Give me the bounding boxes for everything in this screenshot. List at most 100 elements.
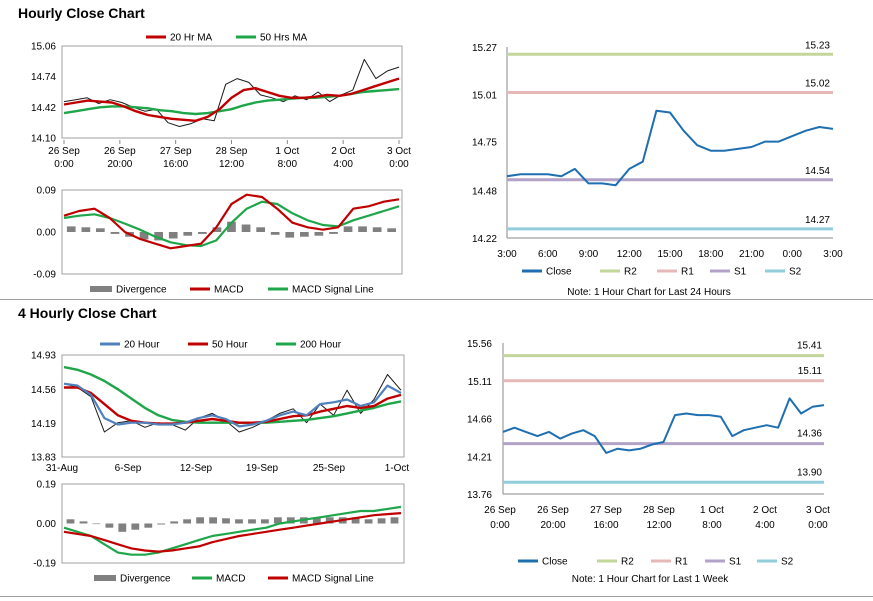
four-hourly-signal-line: [63, 512, 402, 553]
hourly-levels-y-tick: 15.27: [472, 43, 497, 54]
four-hourly-levels-legend-s1-label: S1: [729, 557, 742, 568]
four-hourly-price-y-tick: 14.19: [31, 419, 56, 430]
four-hourly-divergence-bar: [79, 521, 88, 524]
four-hourly-divergence-bar: [144, 523, 153, 528]
hourly-macd-y-tick: -0.09: [33, 270, 56, 281]
four-hourly-price-line: [63, 374, 402, 433]
four-hourly-close-line: [502, 397, 825, 454]
bottom-divider: [0, 596, 873, 597]
hourly-price-x-tick-label: 0:00: [389, 159, 409, 170]
hourly-price-x-tick-label: 26 Sep: [104, 146, 136, 157]
hourly-price-x-tick-label: 26 Sep: [48, 146, 80, 157]
hourly-divergence-bar: [387, 228, 396, 232]
hourly-divergence-bar: [285, 232, 295, 238]
four-hourly-legend-divergence-label: Divergence: [120, 574, 171, 585]
four-hourly-price-x-tick: 6-Sep: [115, 463, 142, 474]
hourly-levels-x-tick: 6:00: [538, 249, 558, 260]
four-hourly-divergence-bar: [209, 517, 217, 524]
hourly-levels-y-tick: 14.22: [472, 234, 497, 245]
hourly-divergence-bar: [300, 232, 309, 237]
hourly-20hr-ma-line: [63, 77, 400, 123]
four-hourly-levels-x-tick: 26 Sep: [484, 505, 516, 516]
hourly-level-r1-label: 15.02: [805, 78, 830, 89]
four-hourly-levels-x-tick: 3 Oct: [806, 505, 830, 516]
hourly-levels-x-tick: 21:00: [739, 249, 764, 260]
four-hourly-divergence-bar: [274, 517, 282, 524]
hourly-price-x-tick-label: 8:00: [278, 159, 298, 170]
hourly-signal-line: [63, 200, 400, 248]
four-hourly-divergence-bar: [377, 518, 386, 524]
hourly-divergence-bar: [96, 228, 105, 232]
hourly-divergence-bar: [198, 232, 207, 234]
four-hourly-divergence-bar: [196, 517, 204, 524]
hourly-legend-50hr-label: 50 Hrs MA: [260, 33, 308, 44]
four-hourly-macd-plot-area: [61, 483, 405, 564]
hourly-price-x-tick-label: 28 Sep: [216, 146, 248, 157]
four-hourly-levels-x-tick: 0:00: [808, 520, 828, 531]
hourly-divergence-bar: [110, 232, 120, 234]
four-hourly-price-x-tick: 12-Sep: [180, 463, 213, 474]
hourly-close-line: [506, 109, 834, 187]
four-hourly-levels-y-tick: 13.76: [467, 490, 492, 501]
hourly-price-plot-area: [61, 45, 403, 139]
four-hourly-legend-divergence-swatch: [94, 575, 116, 581]
four-hourly-divergence-bar: [157, 523, 166, 525]
hourly-divergence-bar: [241, 224, 251, 232]
hourly-divergence-bar: [329, 232, 338, 234]
hourly-macd-y-tick: 0.00: [37, 228, 57, 239]
hourly-legend-macd-label: MACD: [214, 285, 243, 296]
four-hourly-divergence-bar: [66, 519, 75, 524]
hourly-levels-y-tick: 14.48: [472, 187, 497, 198]
hourly-price-x-tick-label: 2 Oct: [331, 146, 355, 157]
four-hourly-levels-x-tick: 20:00: [540, 520, 565, 531]
four-hourly-price-y-tick: 13.83: [31, 453, 56, 464]
hourly-divergence-bar: [270, 232, 280, 235]
hourly-levels-y-tick: 15.01: [472, 90, 497, 101]
four-hourly-legend-20hr-label: 20 Hour: [124, 340, 160, 351]
four-hourly-50hr-line: [64, 386, 402, 425]
four-hourly-divergence-bar: [105, 523, 114, 528]
hourly-levels-note: Note: 1 Hour Chart for Last 24 Hours: [567, 287, 730, 298]
hourly-divergence-bar: [358, 226, 367, 232]
four-hourly-divergence-bar: [364, 519, 373, 524]
hourly-price-x-tick-label: 16:00: [163, 159, 188, 170]
hourly-legend-divergence-label: Divergence: [116, 285, 167, 296]
four-hourly-levels-x-tick: 4:00: [755, 520, 775, 531]
hourly-price-y-tick: 14.74: [31, 72, 56, 83]
four-hourly-divergence-bar: [312, 517, 321, 524]
hourly-levels-legend-s2-label: S2: [789, 267, 802, 278]
four-hourly-price-y-tick: 14.56: [31, 385, 56, 396]
four-hourly-divergence-bar: [325, 517, 334, 524]
four-hourly-levels-legend-r2-label: R2: [621, 557, 634, 568]
four-hourly-price-x-tick: 25-Sep: [313, 463, 346, 474]
four-hourly-levels-chart: 15.56 15.11 14.66 14.21 13.76 26 Sep 0:00 26 Se…: [467, 339, 830, 585]
hourly-price-line: [63, 58, 400, 127]
four-hourly-divergence-bar: [390, 517, 399, 524]
hourly-level-s2-label: 14.27: [805, 215, 830, 226]
hourly-divergence-bar: [81, 227, 91, 232]
hourly-levels-x-tick: 0:00: [783, 249, 803, 260]
four-hourly-divergence-bar: [131, 523, 140, 530]
hourly-levels-legend-r1-label: R1: [681, 267, 694, 278]
hourly-levels-legend-r2-label: R2: [624, 267, 637, 278]
four-hourly-levels-x-tick: 27 Sep: [590, 505, 622, 516]
four-hourly-divergence-bar: [235, 519, 243, 524]
four-hourly-divergence-bar: [351, 517, 360, 524]
hourly-price-x-tick-label: 27 Sep: [160, 146, 192, 157]
section-divider: [0, 299, 873, 300]
hourly-legend-20hr-label: 20 Hr MA: [170, 33, 213, 44]
hourly-level-r2-label: 15.23: [805, 40, 830, 51]
hourly-levels-x-tick: 12:00: [617, 249, 642, 260]
hourly-macd-plot-area: [61, 189, 403, 275]
hourly-macd-line: [63, 193, 400, 250]
four-hourly-macd-line: [63, 505, 402, 556]
four-hourly-levels-x-tick: 1 Oct: [700, 505, 724, 516]
four-hourly-levels-note: Note: 1 Hour Chart for Last 1 Week: [572, 574, 730, 585]
four-hourly-price-plot-area: [61, 354, 405, 458]
hourly-levels-x-tick: 9:00: [579, 249, 599, 260]
hourly-divergence-bar: [343, 226, 353, 232]
four-hourly-levels-legend-r1-label: R1: [675, 557, 688, 568]
